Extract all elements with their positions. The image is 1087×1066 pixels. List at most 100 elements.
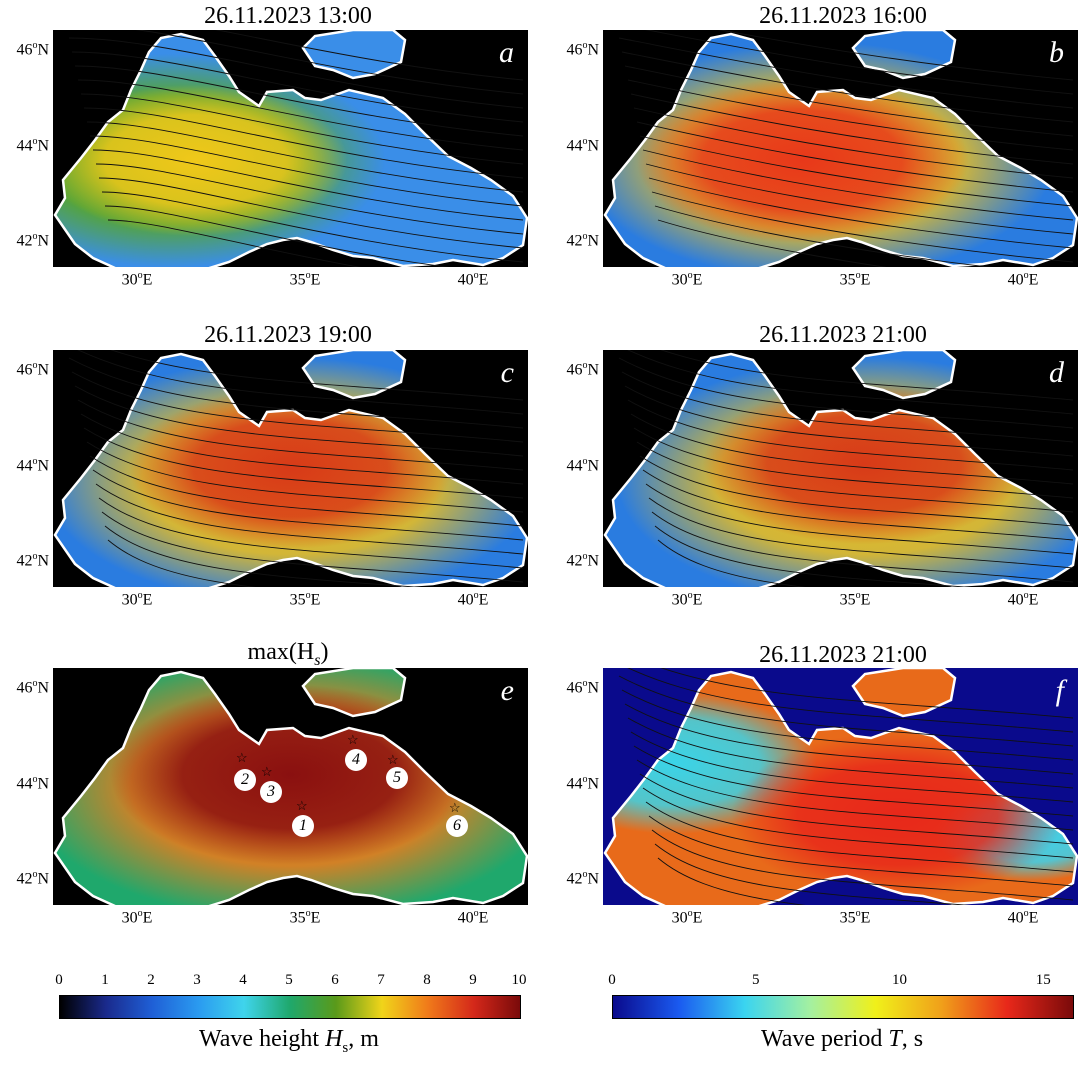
streamline <box>636 121 1074 193</box>
streamline <box>83 427 524 499</box>
y-tick-label: 42oN <box>16 551 49 570</box>
streamline <box>74 65 524 137</box>
streamline <box>624 65 1074 137</box>
coastline <box>851 30 957 80</box>
streamline <box>621 371 1074 443</box>
station-star-icon: ☆ <box>236 750 248 765</box>
colorbar-tick-label: 15 <box>1035 972 1051 988</box>
streamline <box>74 385 524 457</box>
coastline <box>603 670 1078 905</box>
map-panel-b: b <box>603 30 1078 267</box>
streamline <box>642 787 1074 859</box>
y-tick-label: 42oN <box>566 231 599 250</box>
streamline <box>86 441 524 513</box>
streamline <box>107 539 256 587</box>
panel-letter: a <box>499 36 514 69</box>
x-tick-label: 30oE <box>121 590 153 609</box>
streamline <box>633 427 1074 499</box>
x-tick-label: 35oE <box>289 270 321 289</box>
x-tick-label: 40oE <box>457 590 489 609</box>
streamline <box>95 483 524 555</box>
streamline <box>83 107 524 179</box>
y-tick-label: 46oN <box>16 40 49 59</box>
streamline <box>618 357 1074 429</box>
streamline <box>660 350 1074 401</box>
streamline <box>621 689 1074 761</box>
streamline <box>624 385 1074 457</box>
streamline <box>651 829 1074 901</box>
station-star-icon: ☆ <box>261 764 273 779</box>
streamline <box>107 219 361 267</box>
streamline <box>651 191 1074 263</box>
streamline <box>80 413 524 485</box>
x-tick-label: 40oE <box>457 270 489 289</box>
y-tick-label: 44oN <box>566 136 599 155</box>
streamline <box>648 177 1074 249</box>
map-panel-e: e ☆ 1 ☆ 2 ☆ 3 ☆ 4 ☆ 5 ☆ 6 <box>53 668 528 905</box>
colorbar-tick-label: 5 <box>752 972 760 988</box>
y-tick-label: 44oN <box>566 456 599 475</box>
y-tick-label: 44oN <box>16 136 49 155</box>
streamline <box>215 30 524 81</box>
y-tick-label: 44oN <box>566 774 599 793</box>
streamline <box>648 497 1074 569</box>
streamline <box>624 703 1074 775</box>
streamline <box>648 815 1074 887</box>
y-tick-label: 44oN <box>16 456 49 475</box>
station-marker: 3 <box>260 781 282 803</box>
y-tick-label: 46oN <box>16 678 49 697</box>
panel-e-title: max(Hs) <box>247 639 329 669</box>
streamline <box>657 219 887 267</box>
streamline <box>627 399 1074 471</box>
panel-d-title: 26.11.2023 21:00 <box>759 322 927 348</box>
station-star-icon: ☆ <box>347 732 359 747</box>
x-tick-label: 35oE <box>839 590 871 609</box>
streamline <box>618 37 1074 109</box>
coastline <box>301 668 407 718</box>
streamline <box>657 857 806 905</box>
streamline <box>717 30 1074 81</box>
streamline <box>627 668 1074 733</box>
colorbar-tick-label: 4 <box>239 972 247 988</box>
streamline <box>86 121 524 193</box>
panel-letter: b <box>1049 36 1064 69</box>
streamline <box>92 149 524 221</box>
panel-c-title: 26.11.2023 19:00 <box>204 322 372 348</box>
streamline <box>98 497 524 569</box>
streamline <box>104 205 450 267</box>
streamline <box>657 539 806 587</box>
streamline <box>104 525 421 587</box>
y-tick-label: 46oN <box>566 360 599 379</box>
x-tick-label: 30oE <box>671 908 703 927</box>
colorbar-tick-label: 9 <box>469 972 477 988</box>
x-tick-label: 40oE <box>457 908 489 927</box>
colorbar-tick-label: 0 <box>608 972 616 988</box>
streamline <box>636 441 1074 513</box>
streamline <box>654 843 971 905</box>
streamline <box>642 149 1074 221</box>
map-panel-a: a <box>53 30 528 267</box>
streamline <box>77 350 524 415</box>
streamline <box>639 773 1074 845</box>
streamline <box>630 413 1074 485</box>
streamline <box>627 350 1074 415</box>
coastline <box>851 350 957 400</box>
streamline <box>645 483 1074 555</box>
coastline <box>53 32 528 267</box>
streamline <box>98 177 524 249</box>
y-tick-label: 46oN <box>566 678 599 697</box>
streamline <box>110 350 524 401</box>
x-tick-label: 35oE <box>289 590 321 609</box>
streamline <box>630 93 1074 165</box>
map-panel-f: f <box>603 668 1078 905</box>
colorbar-tick-label: 10 <box>511 972 527 988</box>
map-panel-d: d <box>603 350 1078 587</box>
streamline <box>89 135 524 207</box>
colorbar-tick-label: 5 <box>285 972 293 988</box>
panel-letter: e <box>500 674 514 707</box>
streamline <box>80 93 524 165</box>
streamline <box>633 745 1074 817</box>
colorbar-tick-label: 6 <box>331 972 339 988</box>
panel-b-title: 26.11.2023 16:00 <box>759 3 927 29</box>
x-tick-label: 30oE <box>121 908 153 927</box>
